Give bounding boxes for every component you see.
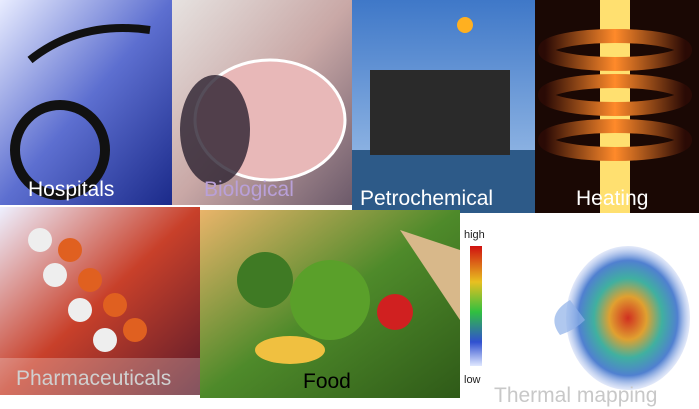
sea (352, 150, 535, 213)
pills (28, 228, 147, 352)
hand (180, 75, 250, 185)
color-bar-high: high (464, 229, 485, 241)
corn (255, 336, 325, 364)
stethoscope-tube (27, 24, 151, 64)
stethoscope (10, 100, 110, 200)
flare (457, 17, 473, 33)
label-band (0, 358, 200, 395)
thermal-lobe (554, 300, 585, 335)
lettuce (237, 252, 293, 308)
broccoli (290, 260, 370, 340)
coils (538, 29, 692, 161)
color-bar (470, 246, 482, 366)
color-bar-low: low (464, 374, 481, 386)
tile-label: Petrochemical (360, 187, 493, 210)
tile-label: Hospitals (28, 178, 114, 201)
tile-label: Biological (204, 178, 294, 201)
tile-label: Heating (576, 187, 648, 210)
tile-label: Food (303, 370, 351, 393)
tile-label: Pharmaceuticals (16, 367, 171, 390)
tile-label: Thermal mapping (494, 384, 657, 407)
bag (400, 230, 460, 320)
platform (370, 70, 510, 155)
thermal-blob (566, 246, 690, 390)
tomato (377, 294, 413, 330)
